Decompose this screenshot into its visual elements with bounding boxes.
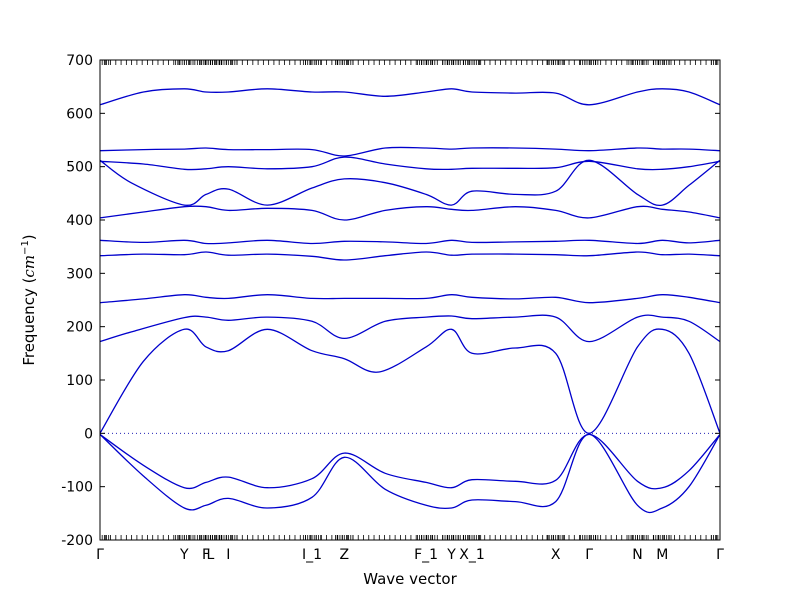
y-axis-label: Frequency (cm−1): [20, 234, 38, 365]
y-tick-label: 100: [66, 373, 93, 389]
band-11: [99, 146, 721, 157]
x-tick-label: F: [202, 547, 210, 563]
x-tick-label: Γ: [96, 547, 104, 563]
x-tick-label: Y: [179, 547, 189, 563]
y-axis-label-main: Frequency (: [20, 278, 38, 366]
y-tick-label: -200: [61, 533, 93, 549]
band-12: [99, 88, 721, 106]
x-tick-label: Y: [446, 547, 456, 563]
band-6: [99, 251, 721, 261]
plot-frame: [99, 59, 721, 541]
y-axis-label-unit: cm: [20, 255, 38, 278]
x-tick-label: Γ: [716, 547, 724, 563]
y-tick-label: 400: [66, 213, 93, 229]
x-tick-label: X: [551, 547, 561, 563]
y-tick-label: 500: [66, 160, 93, 176]
band-7: [99, 239, 721, 245]
x-tick-label: I_1: [302, 547, 322, 563]
band-2: [99, 433, 721, 490]
y-tick-label: 600: [66, 106, 93, 122]
band-9: [99, 159, 721, 207]
ticks-layer: [99, 59, 721, 541]
bands-layer: [99, 88, 721, 514]
x-tick-label: L: [206, 547, 214, 563]
x-tick-label: X_1: [459, 547, 485, 563]
y-tick-label: 200: [66, 320, 93, 336]
band-5: [99, 294, 721, 304]
y-tick-label: 0: [84, 426, 93, 442]
x-tick-label: I: [226, 547, 230, 563]
x-tick-label: N: [632, 547, 642, 563]
band-3: [99, 328, 721, 434]
x-axis-label: Wave vector: [363, 570, 457, 588]
y-tick-label: 300: [66, 266, 93, 282]
x-tick-label: Γ: [585, 547, 593, 563]
band-8: [99, 205, 721, 221]
y-tick-label: -100: [61, 480, 93, 496]
y-axis-label-close: ): [20, 234, 38, 240]
x-tick-label: M: [656, 547, 668, 563]
band-4: [99, 314, 721, 343]
y-tick-label: 700: [66, 53, 93, 69]
x-tick-label: Z: [339, 547, 349, 563]
x-tick-label: F_1: [414, 547, 438, 563]
y-axis-label-exponent: −1: [20, 240, 31, 255]
band-1: [99, 433, 721, 514]
band-10: [99, 156, 721, 171]
